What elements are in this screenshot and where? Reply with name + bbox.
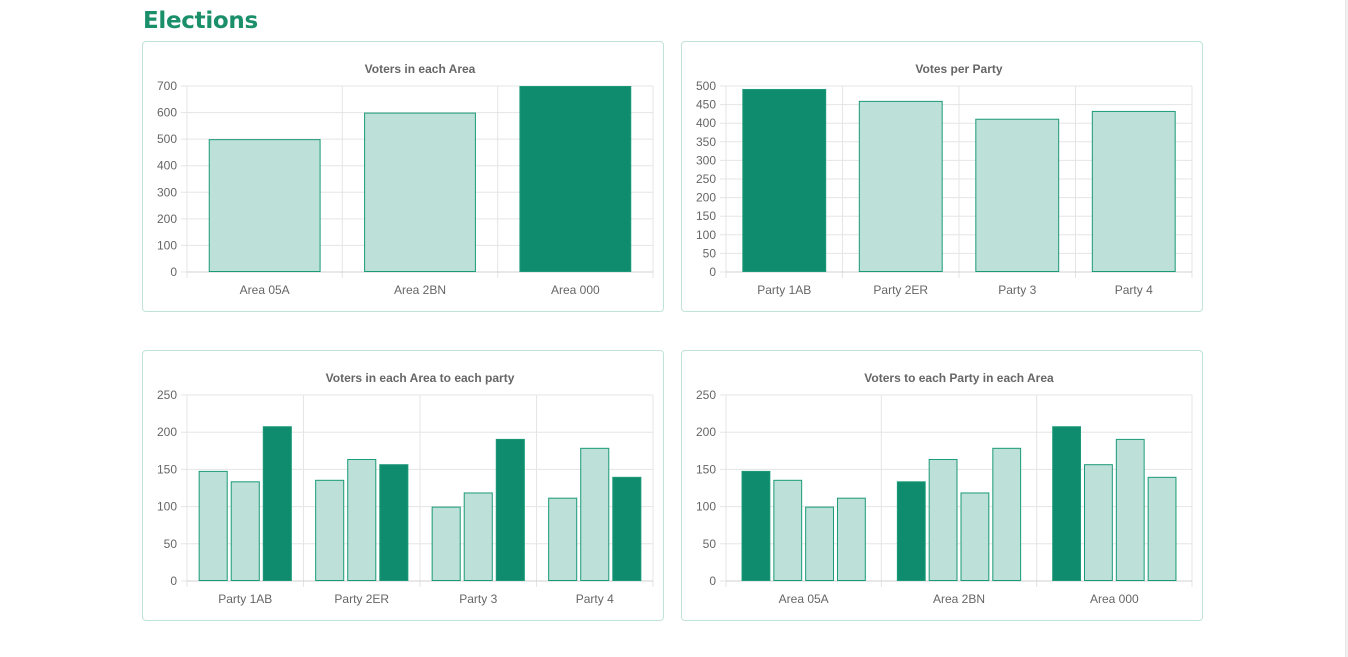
chart-card-votes-per-party: Votes per Party 0 50 100 150 200 250 300 350 400 4… bbox=[681, 41, 1203, 312]
y-tick-label: 200 bbox=[157, 212, 177, 226]
bar bbox=[1147, 476, 1177, 581]
y-tick-label: 50 bbox=[164, 537, 178, 551]
y-tick-label: 350 bbox=[696, 135, 716, 149]
y-tick-label: 250 bbox=[157, 388, 177, 402]
chart-card-voters-per-area: Voters in each Area 0 100 200 300 400 500 600 70… bbox=[142, 41, 664, 312]
bar bbox=[1084, 464, 1113, 581]
bar bbox=[992, 447, 1022, 581]
y-tick-label: 500 bbox=[157, 132, 177, 146]
bar bbox=[741, 470, 771, 581]
y-tick-label: 100 bbox=[696, 228, 716, 242]
bar bbox=[960, 492, 990, 582]
bar bbox=[805, 506, 834, 582]
bar bbox=[896, 481, 926, 581]
y-tick-label: 0 bbox=[709, 265, 716, 279]
bar bbox=[1091, 110, 1176, 273]
y-tick-label: 0 bbox=[170, 574, 177, 588]
x-tick-label: Party 3 bbox=[998, 283, 1036, 297]
y-tick-label: 300 bbox=[696, 153, 716, 167]
bar bbox=[463, 492, 493, 582]
bar bbox=[975, 118, 1060, 272]
y-tick-label: 150 bbox=[696, 462, 716, 476]
bar bbox=[208, 139, 321, 273]
chart-voters-per-area: Voters in each Area 0 100 200 300 400 500 600 70… bbox=[157, 62, 654, 297]
x-tick-label: Party 3 bbox=[459, 592, 497, 606]
y-tick-label: 0 bbox=[170, 265, 177, 279]
bar bbox=[928, 458, 958, 581]
chart-card-party-in-area: Voters to each Party in each Area 0 50 100 1… bbox=[681, 350, 1203, 621]
chart-area-to-party: Voters in each Area to each party 0 50 100 1… bbox=[157, 371, 654, 606]
bar bbox=[364, 112, 476, 272]
bar bbox=[742, 88, 827, 273]
bar bbox=[347, 458, 377, 581]
bar bbox=[580, 447, 610, 581]
y-tick-label: 300 bbox=[157, 185, 177, 199]
bar bbox=[858, 100, 943, 272]
x-tick-label: Party 1AB bbox=[218, 592, 272, 606]
x-tick-label: Area 000 bbox=[1090, 592, 1139, 606]
y-tick-label: 150 bbox=[696, 209, 716, 223]
y-tick-label: 600 bbox=[157, 106, 177, 120]
bar bbox=[230, 481, 260, 581]
chart-card-area-to-party: Voters in each Area to each party 0 50 100 1… bbox=[142, 350, 664, 621]
bar bbox=[379, 464, 409, 581]
chart-title: Voters in each Area to each party bbox=[326, 371, 515, 385]
page-title: Elections bbox=[143, 8, 258, 34]
y-tick-label: 0 bbox=[709, 574, 716, 588]
bar bbox=[548, 497, 578, 581]
bar bbox=[431, 506, 461, 582]
y-tick-label: 400 bbox=[696, 116, 716, 130]
chart-title: Votes per Party bbox=[915, 62, 1002, 76]
x-tick-label: Area 000 bbox=[551, 283, 600, 297]
y-tick-label: 700 bbox=[157, 79, 177, 93]
y-tick-label: 200 bbox=[696, 191, 716, 205]
y-tick-label: 100 bbox=[157, 500, 177, 514]
bar bbox=[1052, 426, 1082, 581]
y-tick-label: 100 bbox=[696, 500, 716, 514]
y-tick-label: 200 bbox=[696, 425, 716, 439]
chart-title: Voters to each Party in each Area bbox=[864, 371, 1054, 385]
y-tick-label: 150 bbox=[157, 462, 177, 476]
bar bbox=[836, 497, 866, 581]
x-tick-label: Area 2BN bbox=[394, 283, 446, 297]
bar bbox=[612, 476, 642, 581]
chart-party-in-area: Voters to each Party in each Area 0 50 100 1… bbox=[696, 371, 1193, 606]
y-tick-label: 50 bbox=[703, 246, 717, 260]
bar bbox=[495, 438, 525, 581]
x-tick-label: Area 2BN bbox=[933, 592, 985, 606]
x-tick-label: Party 4 bbox=[1115, 283, 1153, 297]
bar bbox=[198, 470, 228, 581]
bar bbox=[315, 479, 345, 581]
x-tick-label: Area 05A bbox=[240, 283, 290, 297]
chart-votes-per-party: Votes per Party 0 50 100 150 200 250 300 350 400 4… bbox=[696, 62, 1193, 297]
chart-title: Voters in each Area bbox=[365, 62, 476, 76]
y-tick-label: 250 bbox=[696, 172, 716, 186]
x-tick-label: Party 2ER bbox=[334, 592, 389, 606]
y-tick-label: 250 bbox=[696, 388, 716, 402]
y-tick-label: 200 bbox=[157, 425, 177, 439]
x-tick-label: Party 2ER bbox=[873, 283, 928, 297]
y-tick-label: 400 bbox=[157, 159, 177, 173]
bar bbox=[773, 479, 803, 581]
x-tick-label: Party 1AB bbox=[757, 283, 811, 297]
y-tick-label: 100 bbox=[157, 238, 177, 252]
y-tick-label: 50 bbox=[703, 537, 717, 551]
y-tick-label: 450 bbox=[696, 98, 716, 112]
bar bbox=[1115, 438, 1145, 581]
bar bbox=[262, 426, 292, 581]
x-tick-label: Area 05A bbox=[779, 592, 829, 606]
bar bbox=[519, 86, 632, 272]
y-tick-label: 500 bbox=[696, 79, 716, 93]
x-tick-label: Party 4 bbox=[576, 592, 614, 606]
scrollbar-track[interactable] bbox=[1345, 0, 1348, 657]
